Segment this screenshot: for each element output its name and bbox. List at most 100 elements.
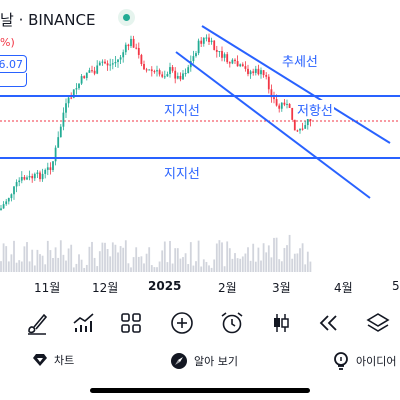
candle-body [98, 62, 101, 66]
volume-bar [145, 253, 148, 272]
time-axis[interactable]: 11월 12월 2025 2월 3월 4월 5 [0, 276, 400, 296]
symbol-title[interactable]: 날 · BINANCE [0, 11, 96, 29]
brush-icon[interactable] [24, 310, 50, 336]
chart-tab[interactable]: 차트 [32, 352, 74, 368]
candle-body [273, 97, 275, 100]
candle-body [195, 53, 197, 57]
volume-bar [143, 263, 145, 272]
volume-bar [197, 240, 200, 272]
candle-body [299, 128, 301, 131]
candle-body [5, 201, 8, 205]
volume-bar [75, 263, 78, 272]
diamond-icon [33, 354, 47, 366]
volume-bar [267, 245, 270, 272]
volume-bar [127, 263, 130, 272]
volume-bar [228, 248, 231, 272]
volume-bar [28, 261, 31, 272]
candle-body [75, 88, 78, 90]
candle-body [200, 40, 203, 44]
candle-body [158, 70, 161, 75]
candle-body [127, 44, 130, 47]
candle-body [93, 70, 96, 74]
candle-body [231, 59, 234, 64]
learn-tab[interactable]: 알아 보기 [170, 352, 238, 370]
volume-bar [7, 261, 10, 272]
home-indicator [90, 388, 310, 393]
ideas-tab[interactable]: 아이디어 [332, 352, 396, 370]
market-status-icon[interactable] [118, 9, 135, 26]
candle-body [104, 61, 106, 64]
rewind-icon[interactable] [316, 310, 342, 336]
candle-body [192, 56, 195, 62]
volume-bar [49, 250, 52, 272]
candles-icon[interactable] [268, 310, 294, 336]
trend-line-label[interactable]: 추세선 [282, 55, 318, 70]
support-upper-label[interactable]: 지지선 [164, 104, 200, 119]
candle-body [291, 107, 294, 120]
candle-body [262, 70, 265, 76]
candle-body [187, 67, 190, 74]
resistance-label[interactable]: 저항선 [296, 100, 334, 119]
volume-bar [80, 259, 83, 272]
candle-body [267, 76, 270, 90]
candle-body [156, 70, 158, 72]
volume-bar [111, 242, 114, 272]
candle-body [46, 167, 49, 170]
volume-bar [52, 257, 54, 272]
volume-bar [119, 246, 122, 272]
x-tick: 4월 [334, 281, 353, 295]
volume-bar [223, 266, 226, 272]
volume-bar [13, 240, 15, 272]
volume-bar [296, 253, 299, 272]
candle-body [153, 71, 156, 73]
candle-body [283, 102, 286, 105]
candle-body [41, 173, 44, 180]
layers-icon[interactable] [365, 310, 391, 336]
candle-body [13, 186, 15, 195]
alarm-icon[interactable] [219, 310, 245, 336]
support-lower-label[interactable]: 지지선 [164, 167, 200, 182]
candle-body [221, 51, 223, 58]
candle-body [132, 38, 135, 48]
candle-body [234, 59, 236, 62]
candle-body [2, 204, 5, 209]
volume-bar [293, 253, 296, 272]
add-circle-icon[interactable] [169, 310, 195, 336]
candle-body [182, 73, 184, 80]
candle-body [28, 175, 31, 178]
candle-body [109, 64, 112, 66]
volume-bar [239, 258, 242, 272]
volume-bar [83, 267, 86, 272]
lightbulb-icon [334, 352, 348, 370]
volume-bar [291, 258, 294, 272]
bottom-navigation: 차트 알아 보기 아이디어 [0, 342, 400, 382]
candle-body [111, 63, 114, 65]
volume-bar [179, 258, 182, 272]
volume-bar [221, 242, 223, 272]
volume-bar [283, 247, 286, 272]
x-tick: 12월 [92, 281, 119, 295]
volume-bar [65, 260, 67, 272]
volume-bar [231, 258, 234, 272]
candle-body [257, 68, 260, 75]
candle-body [278, 105, 281, 109]
price-tag-bottom [0, 73, 27, 87]
volume-bar [23, 246, 26, 272]
candle-body [52, 161, 54, 171]
volume-bar [184, 253, 187, 272]
volume-bar [169, 240, 171, 272]
volume-bar [215, 243, 218, 272]
volume-bar [39, 254, 41, 272]
candle-body [174, 70, 177, 79]
candle-body [296, 130, 299, 132]
grid-icon[interactable] [118, 310, 144, 336]
price-chart[interactable] [0, 0, 400, 300]
volume-bar [70, 244, 73, 272]
volume-bar [304, 264, 307, 272]
volume-bar [202, 259, 205, 272]
indicators-icon[interactable] [71, 310, 97, 336]
candle-body [18, 180, 21, 183]
x-tick: 11월 [34, 281, 61, 295]
candle-body [239, 64, 242, 67]
candle-body [80, 76, 83, 84]
